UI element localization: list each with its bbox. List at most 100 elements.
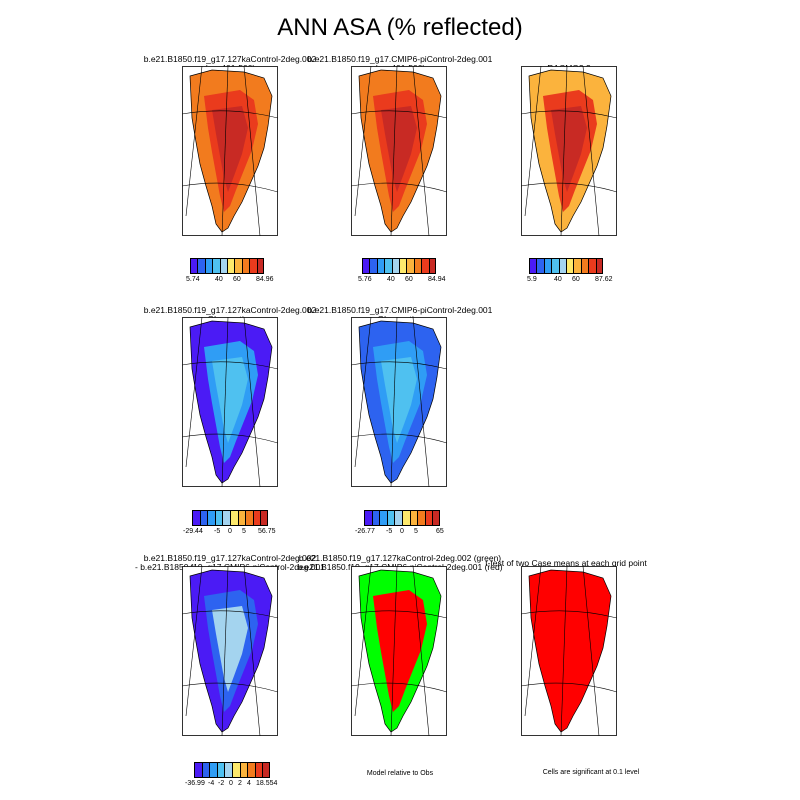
- ice-core-region: [212, 357, 248, 443]
- colorbar-swatch: [207, 510, 215, 526]
- map-panel-3: [521, 66, 617, 236]
- colorbar-swatch: [558, 258, 566, 274]
- longitude-line: [243, 566, 261, 736]
- colorbar-4-labels: -29.44 -5 0 5 56.75: [183, 526, 292, 536]
- colorbar-swatch: [580, 258, 589, 274]
- colorbar-6-label: 0: [229, 780, 233, 787]
- greenland-map-4: [182, 317, 278, 487]
- latitude-line: [351, 433, 447, 444]
- colorbar-swatch: [421, 258, 429, 274]
- longitude-line: [560, 566, 568, 736]
- colorbar-swatch: [256, 258, 264, 274]
- colorbar-1-label: 40: [215, 276, 223, 283]
- colorbar-6-label: -4: [208, 780, 215, 787]
- page-title: ANN ASA (% reflected): [277, 14, 523, 41]
- colorbar-6-labels: -36.99 -4 -2 0 2 4 18.554: [185, 778, 294, 788]
- colorbar-1-label: 5.74: [186, 276, 200, 283]
- colorbar-swatch: [364, 510, 372, 526]
- longitude-line: [185, 66, 203, 217]
- map-panel-8: [521, 566, 617, 736]
- ice-core-region: [381, 106, 417, 192]
- coastline: [528, 569, 612, 733]
- colorbar-4-label: -5: [214, 528, 221, 535]
- ice-core-region: [551, 606, 587, 692]
- ice-core-region: [381, 357, 417, 443]
- panel-2-title-line1: b.e21.B1850.f19_g17.CMIP6-piControl-2deg…: [307, 54, 493, 64]
- map-panel-2: [351, 66, 447, 236]
- colorbar-swatch: [371, 510, 380, 526]
- colorbar-swatch: [216, 762, 225, 778]
- colorbar-swatch: [199, 510, 208, 526]
- colorbar-swatch: [384, 258, 392, 274]
- ice-core-region: [551, 106, 587, 192]
- colorbar-1: 5.74 40 60 84.96: [186, 258, 280, 284]
- colorbar-swatch: [595, 258, 603, 274]
- longitude-line: [354, 66, 372, 217]
- colorbar-6-label: 2: [238, 780, 242, 787]
- colorbar-4: -29.44 -5 0 5 56.75: [183, 510, 292, 536]
- colorbar-1-swatches: [190, 258, 280, 274]
- colorbar-swatch: [406, 258, 414, 274]
- colorbar-swatch: [379, 510, 387, 526]
- colorbar-swatch: [588, 258, 596, 274]
- colorbar-swatch: [413, 258, 422, 274]
- longitude-line: [354, 566, 372, 717]
- coastline: [189, 320, 273, 484]
- coastline: [189, 69, 273, 233]
- colorbar-3: 5.9 40 60 87.62: [527, 258, 619, 284]
- longitude-line: [582, 66, 600, 236]
- colorbar-4-label: 0: [228, 528, 232, 535]
- colorbar-swatch: [219, 258, 227, 274]
- colorbar-2-swatches: [362, 258, 452, 274]
- longitude-line: [221, 66, 229, 236]
- colorbar-2-labels: 5.76 40 60 84.94: [358, 274, 452, 284]
- colorbar-3-label: 60: [572, 276, 580, 283]
- colorbar-swatch: [190, 258, 198, 274]
- panel-4-title-line1: b.e21.B1850.f19_g17.127kaControl-2deg.00…: [143, 305, 317, 315]
- colorbar-swatch: [529, 258, 537, 274]
- colorbar-swatch: [192, 510, 200, 526]
- colorbar-1-label: 60: [233, 276, 241, 283]
- colorbar-6-swatches: [194, 762, 294, 778]
- greenland-map-7: [351, 566, 447, 736]
- colorbar-3-label: 5.9: [527, 276, 537, 283]
- colorbar-3-label: 40: [554, 276, 562, 283]
- colorbar-swatch: [398, 258, 407, 274]
- colorbar-swatch: [543, 258, 552, 274]
- colorbar-swatch: [551, 258, 559, 274]
- significance-note: Cells are significant at 0.1 level: [542, 769, 640, 776]
- colorbar-swatch: [391, 258, 399, 274]
- greenland-map-2: [351, 66, 447, 236]
- colorbar-swatch: [417, 510, 425, 526]
- greenland-map-8: [521, 566, 617, 736]
- colorbar-swatch: [237, 510, 246, 526]
- colorbar-swatch: [222, 510, 230, 526]
- colorbar-4-swatches: [192, 510, 292, 526]
- colorbar-2-label: 60: [405, 276, 413, 283]
- latitude-line: [182, 682, 278, 693]
- colorbar-swatch: [247, 762, 255, 778]
- latitude-line: [351, 682, 447, 693]
- colorbar-5-labels: -26.77 -5 0 5 65: [355, 526, 464, 536]
- colorbar-5-label: -5: [386, 528, 393, 535]
- coastline: [358, 320, 442, 484]
- greenland-map-6: [182, 566, 278, 736]
- colorbar-swatch: [234, 258, 242, 274]
- latitude-line: [182, 433, 278, 444]
- colorbar-swatch: [401, 510, 410, 526]
- colorbar-swatch: [432, 510, 440, 526]
- longitude-line: [412, 66, 430, 236]
- colorbar-3-swatches: [529, 258, 619, 274]
- colorbar-swatch: [565, 258, 574, 274]
- longitude-line: [221, 566, 229, 736]
- colorbar-swatch: [229, 510, 238, 526]
- colorbar-1-label: 84.96: [256, 276, 274, 283]
- colorbar-4-label: 56.75: [258, 528, 276, 535]
- colorbar-swatch: [226, 258, 235, 274]
- colorbar-swatch: [209, 762, 217, 778]
- colorbar-6-label: 18.554: [256, 780, 278, 787]
- panel-6-title-line1: b.e21.B1850.f19_g17.127kaControl-2deg.00…: [143, 553, 317, 563]
- greenland-map-5: [351, 317, 447, 487]
- relative-note: Model relative to Obs: [366, 770, 434, 777]
- latitude-line: [351, 182, 447, 193]
